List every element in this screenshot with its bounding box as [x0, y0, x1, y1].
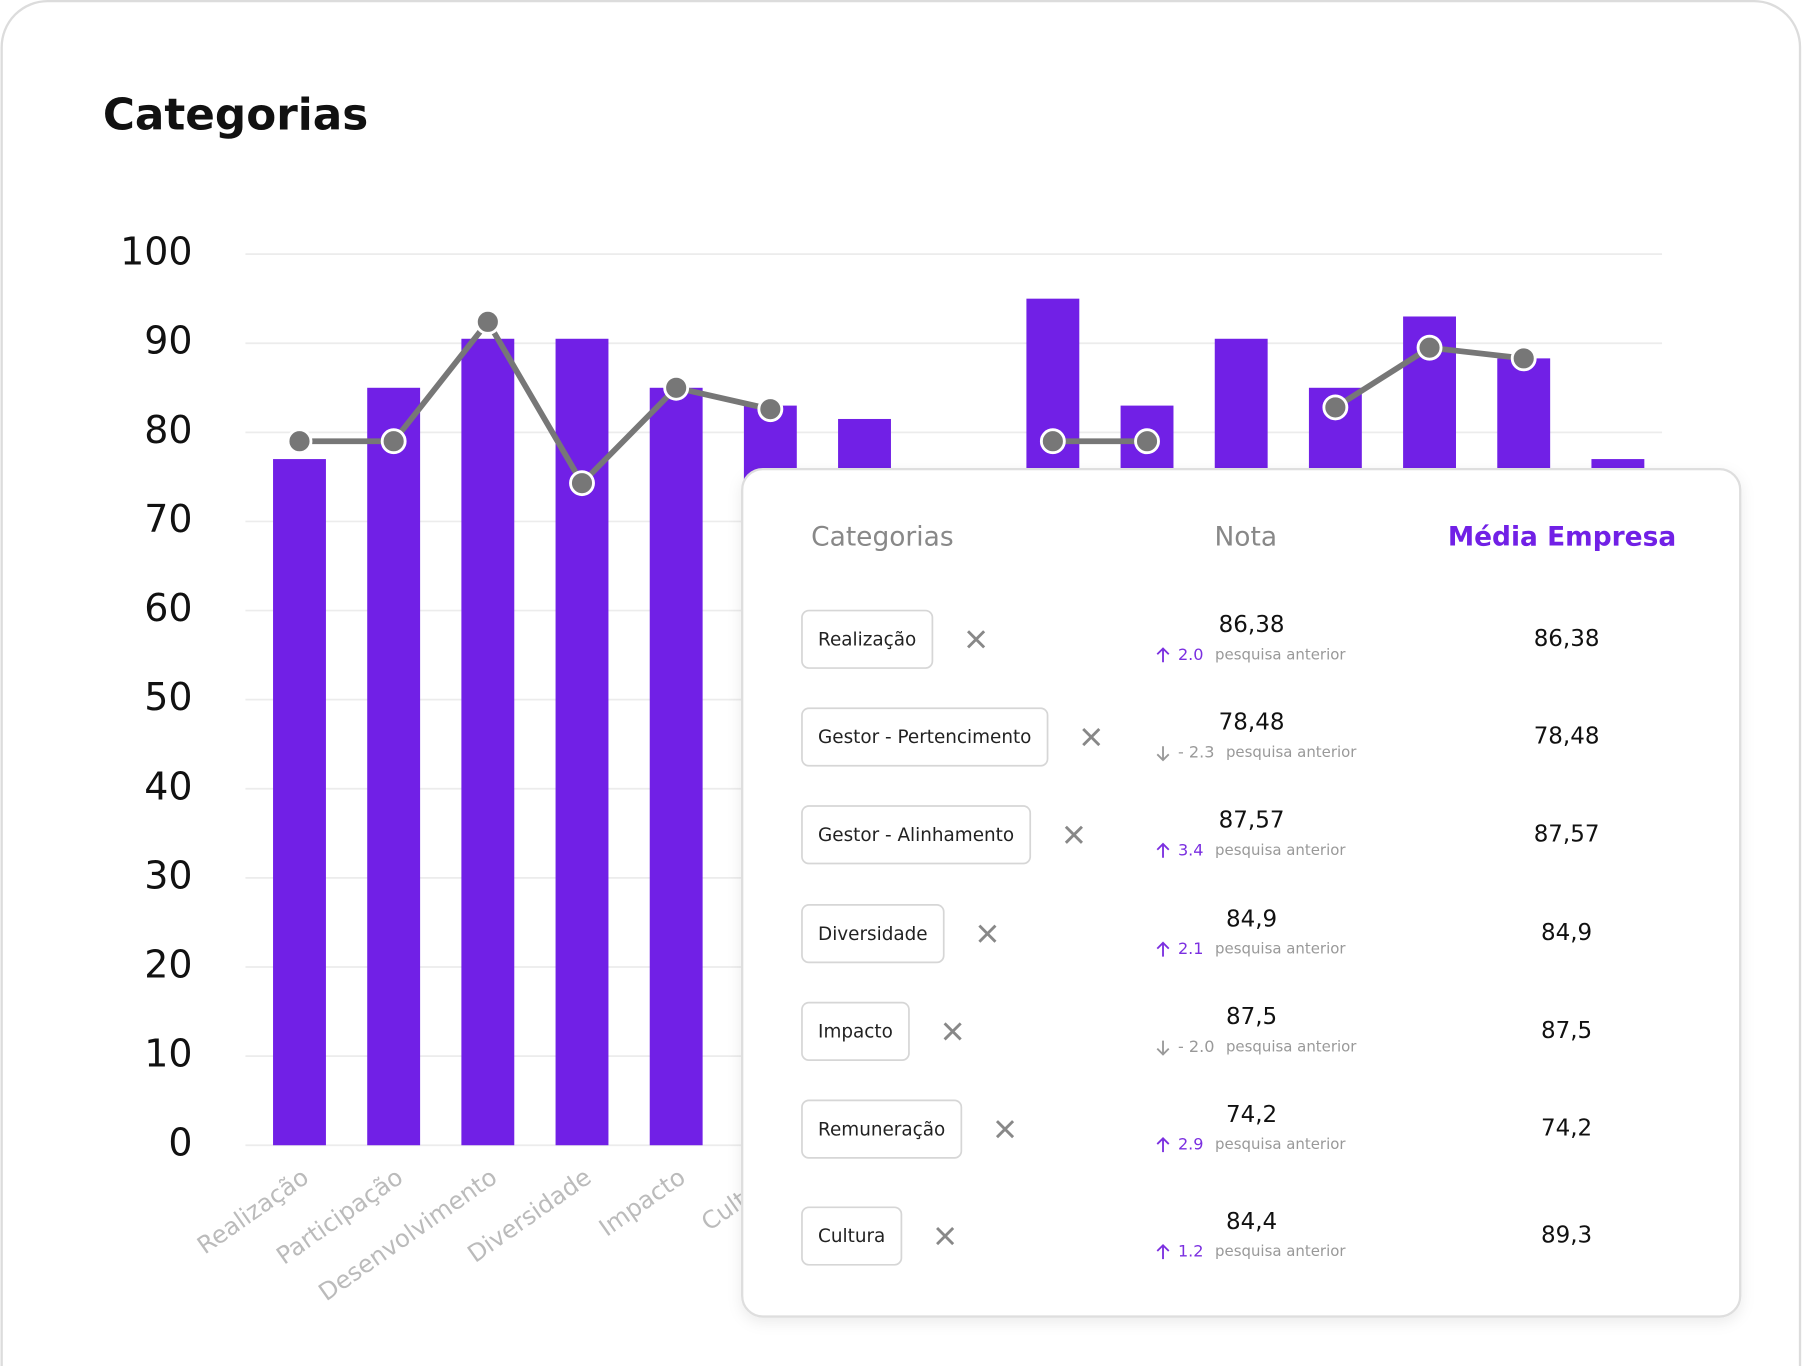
nota: 87,5 [1226, 1004, 1277, 1030]
line-point [1510, 345, 1537, 372]
header: Categorias [811, 522, 953, 553]
category-chip[interactable] [801, 609, 934, 669]
nota: 84,4 [1226, 1209, 1277, 1235]
delta-note: pesquisa anterior [1215, 1242, 1346, 1260]
bar [367, 387, 421, 1146]
y-tick-label: 80 [144, 408, 192, 452]
category-label: Diversidade [818, 924, 928, 945]
remove-icon[interactable] [978, 924, 997, 943]
table-panel: Categorias Nota Média Empresa Realização… [741, 467, 1742, 1318]
media: 84,9 [1541, 920, 1592, 946]
nota: 87,57 [1219, 807, 1285, 833]
trend-arrow [1156, 1137, 1170, 1153]
trend-arrow [1156, 647, 1170, 663]
delta: 2.0 [1178, 645, 1204, 664]
y-tick-label: 40 [144, 764, 192, 808]
y-tick-label: 100 [120, 230, 192, 274]
category-chip[interactable] [801, 1206, 903, 1266]
y-tick-label: 10 [144, 1032, 192, 1076]
chart-title: Categorias [103, 89, 368, 140]
delta: 1.2 [1178, 1242, 1204, 1261]
y-tick-label: 90 [144, 319, 192, 363]
trend-arrow [1156, 746, 1170, 762]
line-point [757, 396, 784, 423]
delta-note: pesquisa anterior [1226, 1037, 1357, 1055]
category-chip[interactable] [801, 707, 1049, 767]
bar [555, 338, 609, 1146]
header: Nota [1215, 522, 1278, 553]
y-tick-label: 60 [144, 586, 192, 630]
header: Média Empresa [1448, 522, 1676, 553]
line-point [663, 374, 690, 401]
delta: 2.9 [1178, 1135, 1204, 1154]
nota: 74,2 [1226, 1102, 1277, 1128]
delta-note: pesquisa anterior [1215, 940, 1346, 958]
nota: 86,38 [1219, 612, 1285, 638]
remove-icon[interactable] [943, 1022, 962, 1041]
category-chip[interactable] [801, 904, 945, 964]
y-tick-label: 30 [144, 853, 192, 897]
category-label: Gestor - Pertencimento [818, 727, 1031, 748]
category-label: Realização [818, 629, 916, 650]
line-point [1039, 428, 1066, 455]
remove-icon[interactable] [936, 1227, 955, 1246]
bar [461, 338, 515, 1146]
panel-bg [741, 467, 1742, 1318]
remove-icon[interactable] [1082, 727, 1101, 747]
media: 87,57 [1534, 821, 1600, 847]
nota: 78,48 [1219, 710, 1285, 736]
category-chip[interactable] [801, 805, 1032, 865]
delta: - 2.3 [1178, 743, 1214, 762]
delta-note: pesquisa anterior [1226, 743, 1357, 761]
media: 78,48 [1534, 724, 1600, 750]
trend-arrow [1156, 1243, 1170, 1260]
delta: - 2.0 [1178, 1037, 1214, 1056]
line-point [1416, 334, 1443, 361]
delta: 2.1 [1178, 939, 1204, 958]
delta-note: pesquisa anterior [1215, 841, 1346, 859]
line-point [474, 308, 501, 335]
y-tick-label: 20 [144, 943, 192, 987]
line-point [1134, 428, 1160, 455]
trend-arrow [1156, 1040, 1170, 1056]
category-label: Impacto [818, 1022, 893, 1043]
category-chip[interactable] [801, 1099, 963, 1159]
delta: 3.4 [1178, 840, 1204, 859]
media: 86,38 [1534, 626, 1600, 652]
remove-icon[interactable] [995, 1120, 1015, 1139]
trend-arrow [1156, 842, 1170, 858]
delta-note: pesquisa anterior [1215, 1135, 1346, 1153]
remove-icon[interactable] [967, 630, 986, 649]
remove-icon[interactable] [1064, 825, 1083, 844]
category-label: Cultura [818, 1226, 885, 1247]
category-chip[interactable] [801, 1001, 910, 1062]
line-point [286, 428, 313, 455]
media: 89,3 [1541, 1223, 1592, 1249]
line-point [380, 428, 407, 455]
bar [649, 387, 703, 1146]
delta-note: pesquisa anterior [1215, 645, 1346, 663]
y-tick-label: 0 [168, 1121, 192, 1165]
category-label: Remuneração [818, 1119, 945, 1140]
category-label: Gestor - Alinhamento [818, 825, 1014, 846]
line-point [1322, 394, 1349, 421]
media: 87,5 [1541, 1018, 1592, 1044]
nota: 84,9 [1226, 906, 1277, 932]
bar [273, 459, 326, 1146]
trend-arrow [1156, 941, 1170, 957]
y-tick-label: 50 [144, 675, 192, 719]
line-point [569, 470, 595, 497]
y-tick-label: 70 [144, 497, 192, 541]
media: 74,2 [1541, 1116, 1592, 1142]
